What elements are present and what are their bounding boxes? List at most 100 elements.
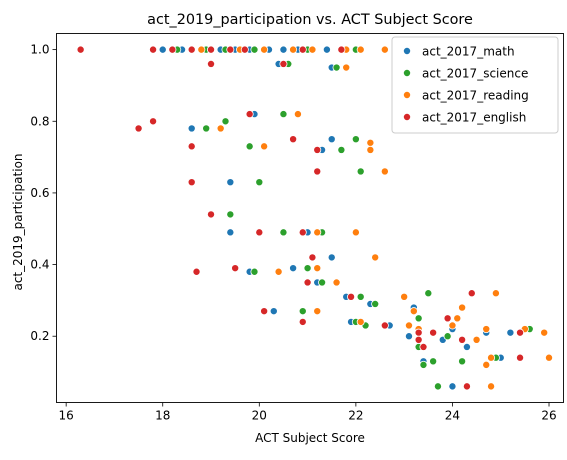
data-point <box>356 317 365 326</box>
data-point <box>279 228 288 237</box>
data-point <box>308 45 317 54</box>
data-point <box>289 264 298 273</box>
data-point <box>414 335 423 344</box>
points-layer <box>76 45 554 391</box>
data-point <box>424 289 433 298</box>
data-point <box>313 228 322 237</box>
data-point <box>371 299 380 308</box>
data-point <box>404 321 413 330</box>
data-point <box>409 307 418 316</box>
data-point <box>221 117 230 126</box>
data-point <box>207 59 216 68</box>
data-point <box>298 228 307 237</box>
plot-frame <box>56 33 564 403</box>
data-point <box>453 314 462 323</box>
data-point <box>226 210 235 219</box>
legend-marker <box>402 69 411 78</box>
data-point <box>298 317 307 326</box>
y-tick-label: 0.8 <box>30 114 49 128</box>
data-point <box>462 382 471 391</box>
data-point <box>356 45 365 54</box>
data-point <box>327 135 336 144</box>
data-point <box>226 45 235 54</box>
data-point <box>279 59 288 68</box>
data-point <box>371 253 380 262</box>
data-point <box>269 307 278 316</box>
data-point <box>380 167 389 176</box>
data-point <box>356 167 365 176</box>
data-point <box>279 45 288 54</box>
data-point <box>487 382 496 391</box>
data-point <box>366 145 375 154</box>
data-point <box>134 124 143 133</box>
data-point <box>202 124 211 133</box>
data-point <box>149 117 158 126</box>
data-point <box>448 382 457 391</box>
data-point <box>448 321 457 330</box>
data-point <box>414 328 423 337</box>
legend-label: act_2017_math <box>422 45 515 59</box>
data-point <box>187 124 196 133</box>
data-point <box>516 353 525 362</box>
data-point <box>458 357 467 366</box>
data-point <box>419 342 428 351</box>
y-axis-label: act_2019_participation <box>11 153 25 290</box>
data-point <box>400 292 409 301</box>
data-point <box>540 328 549 337</box>
ticks-layer: 16 18 20 22 24 26 0.2 0.4 0.6 0.8 1.0 <box>30 43 556 423</box>
data-point <box>404 332 413 341</box>
data-point <box>76 45 85 54</box>
y-tick-label: 0.6 <box>30 186 49 200</box>
x-tick-label: 18 <box>155 409 170 423</box>
data-point <box>327 253 336 262</box>
data-point <box>443 332 452 341</box>
legend-marker <box>402 91 411 100</box>
data-point <box>245 142 254 151</box>
legend-label: act_2017_english <box>422 111 526 125</box>
data-point <box>313 167 322 176</box>
data-point <box>429 357 438 366</box>
data-point <box>207 210 216 219</box>
data-point <box>255 228 264 237</box>
data-point <box>516 328 525 337</box>
data-point <box>245 110 254 119</box>
data-point <box>250 267 259 276</box>
data-point <box>487 353 496 362</box>
legend: act_2017_math act_2017_science act_2017_re… <box>391 36 559 134</box>
data-point <box>255 178 264 187</box>
data-point <box>337 45 346 54</box>
data-point <box>226 228 235 237</box>
data-point <box>332 63 341 72</box>
legend-box <box>391 36 559 134</box>
data-point <box>462 342 471 351</box>
data-point <box>506 328 515 337</box>
data-point <box>260 307 269 316</box>
x-tick-label: 16 <box>59 409 74 423</box>
data-point <box>545 353 554 362</box>
data-point <box>443 314 452 323</box>
data-point <box>429 328 438 337</box>
data-point <box>351 228 360 237</box>
data-point <box>313 307 322 316</box>
data-point <box>240 45 249 54</box>
data-point <box>192 267 201 276</box>
data-point <box>433 382 442 391</box>
data-point <box>260 142 269 151</box>
data-point <box>366 138 375 147</box>
data-point <box>313 264 322 273</box>
data-point <box>414 314 423 323</box>
data-point <box>347 292 356 301</box>
y-tick-label: 0.2 <box>30 329 49 343</box>
legend-marker <box>402 47 411 56</box>
data-point <box>250 45 259 54</box>
legend-label: act_2017_reading <box>422 89 529 103</box>
data-point <box>308 253 317 262</box>
data-point <box>168 45 177 54</box>
data-point <box>231 264 240 273</box>
data-point <box>279 110 288 119</box>
data-point <box>260 45 269 54</box>
chart-title: act_2019_participation vs. ACT Subject S… <box>147 12 473 28</box>
data-point <box>458 303 467 312</box>
legend-label: act_2017_science <box>422 67 528 81</box>
